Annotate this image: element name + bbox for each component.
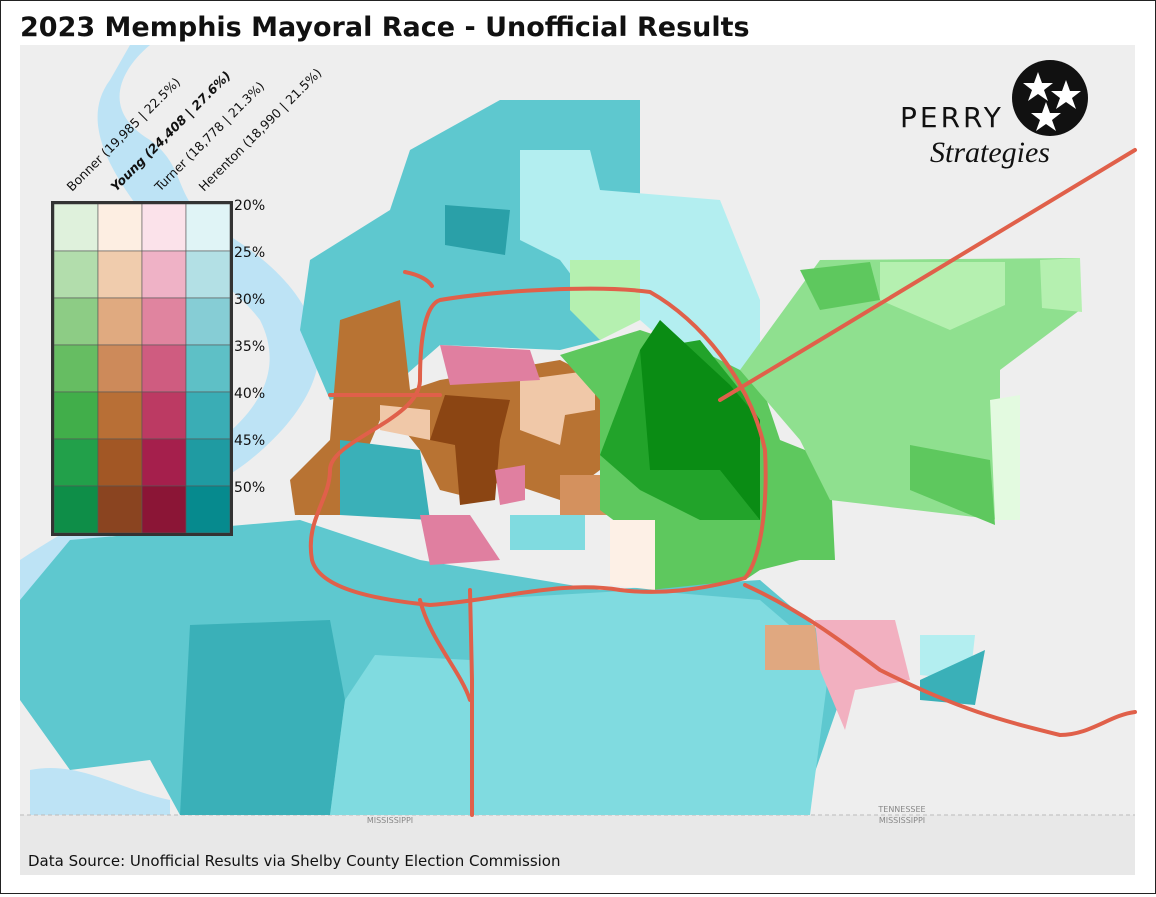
- river: [20, 45, 319, 600]
- loop: [308, 286, 768, 608]
- legend-swatch: [185, 344, 231, 393]
- legend-swatch: [185, 438, 231, 487]
- precinct: [520, 370, 595, 445]
- precinct: [815, 620, 910, 730]
- precinct: [990, 395, 1020, 520]
- legend-swatch: [185, 250, 231, 299]
- precinct: [330, 655, 475, 815]
- interstate: [468, 588, 474, 817]
- precinct: [800, 262, 880, 310]
- title: 2023 Memphis Mayoral Race - Unofficial R…: [20, 12, 750, 43]
- legend-break-label: 50%: [234, 480, 265, 496]
- roads: [308, 148, 1137, 817]
- mississippi-area: [20, 815, 1135, 875]
- precinct: [880, 262, 1005, 330]
- logo-circle: [1012, 60, 1088, 136]
- precinct: [430, 395, 510, 505]
- legend-swatch: [97, 250, 143, 299]
- interstate: [418, 598, 472, 702]
- interstate: [718, 148, 1137, 402]
- interstate: [403, 270, 434, 288]
- logo: PERRY Strategies: [900, 60, 1088, 169]
- legend-break-label: 20%: [234, 198, 265, 214]
- logo-name: PERRY: [900, 101, 1004, 134]
- interstate: [743, 583, 1137, 738]
- legend-swatch: [53, 344, 99, 393]
- precinct: [440, 345, 540, 385]
- precinct: [610, 520, 655, 590]
- legend-break-label: 40%: [234, 386, 265, 402]
- precinct: [570, 260, 640, 340]
- logo-star: [1051, 80, 1081, 109]
- logo-tagline: Strategies: [930, 136, 1050, 169]
- precinct: [460, 300, 560, 345]
- legend-swatch: [185, 485, 231, 534]
- precinct: [510, 515, 585, 550]
- river: [30, 767, 170, 815]
- map-label: TENNESSEE: [877, 805, 925, 814]
- legend-swatch: [97, 391, 143, 440]
- legend-swatch: [53, 438, 99, 487]
- legend-swatch: [141, 485, 187, 534]
- precinct: [420, 515, 500, 565]
- legend-swatch: [141, 203, 187, 252]
- precinct: [380, 405, 430, 440]
- legend-break-label: 25%: [234, 245, 265, 261]
- legend-swatch: [97, 344, 143, 393]
- map-label: MISSISSIPPI: [879, 816, 925, 825]
- legend-swatch: [185, 391, 231, 440]
- precinct: [340, 440, 430, 520]
- legend-swatch: [185, 203, 231, 252]
- legend-swatch: [185, 297, 231, 346]
- legend-swatch: [141, 297, 187, 346]
- precinct: [1040, 258, 1082, 312]
- precinct: [445, 205, 510, 255]
- map-label: MISSISSIPPI: [367, 816, 413, 825]
- legend-swatch: [141, 391, 187, 440]
- precinct: [640, 320, 760, 520]
- legend-swatch: [97, 438, 143, 487]
- precinct: [290, 300, 410, 515]
- legend-swatch: [141, 438, 187, 487]
- logo-star: [1023, 72, 1053, 101]
- legend-swatch: [141, 250, 187, 299]
- precinct: [920, 650, 985, 705]
- legend-swatch: [97, 297, 143, 346]
- legend-swatch: [53, 203, 99, 252]
- legend-swatch: [53, 391, 99, 440]
- legend-break-label: 30%: [234, 292, 265, 308]
- precinct: [470, 590, 830, 815]
- legend-swatch: [141, 344, 187, 393]
- legend-break-label: 45%: [234, 433, 265, 449]
- legend-swatch: [53, 485, 99, 534]
- precinct: [910, 445, 995, 525]
- legend-break-label: 35%: [234, 339, 265, 355]
- precinct: [180, 620, 345, 815]
- map: MISSISSIPPI TENNESSEE MISSISSIPPI: [20, 45, 1137, 875]
- legend-swatch: [53, 250, 99, 299]
- legend: Bonner (19,985 | 22.5%)Young (24,408 | 2…: [51, 65, 324, 536]
- legend-border: [51, 201, 233, 536]
- logo-star: [1031, 102, 1061, 131]
- legend-swatch: [97, 485, 143, 534]
- legend-swatch: [53, 297, 99, 346]
- legend-swatch: [97, 203, 143, 252]
- precinct: [495, 465, 525, 505]
- precinct: [765, 625, 820, 670]
- source-note: Data Source: Unofficial Results via Shel…: [28, 852, 561, 870]
